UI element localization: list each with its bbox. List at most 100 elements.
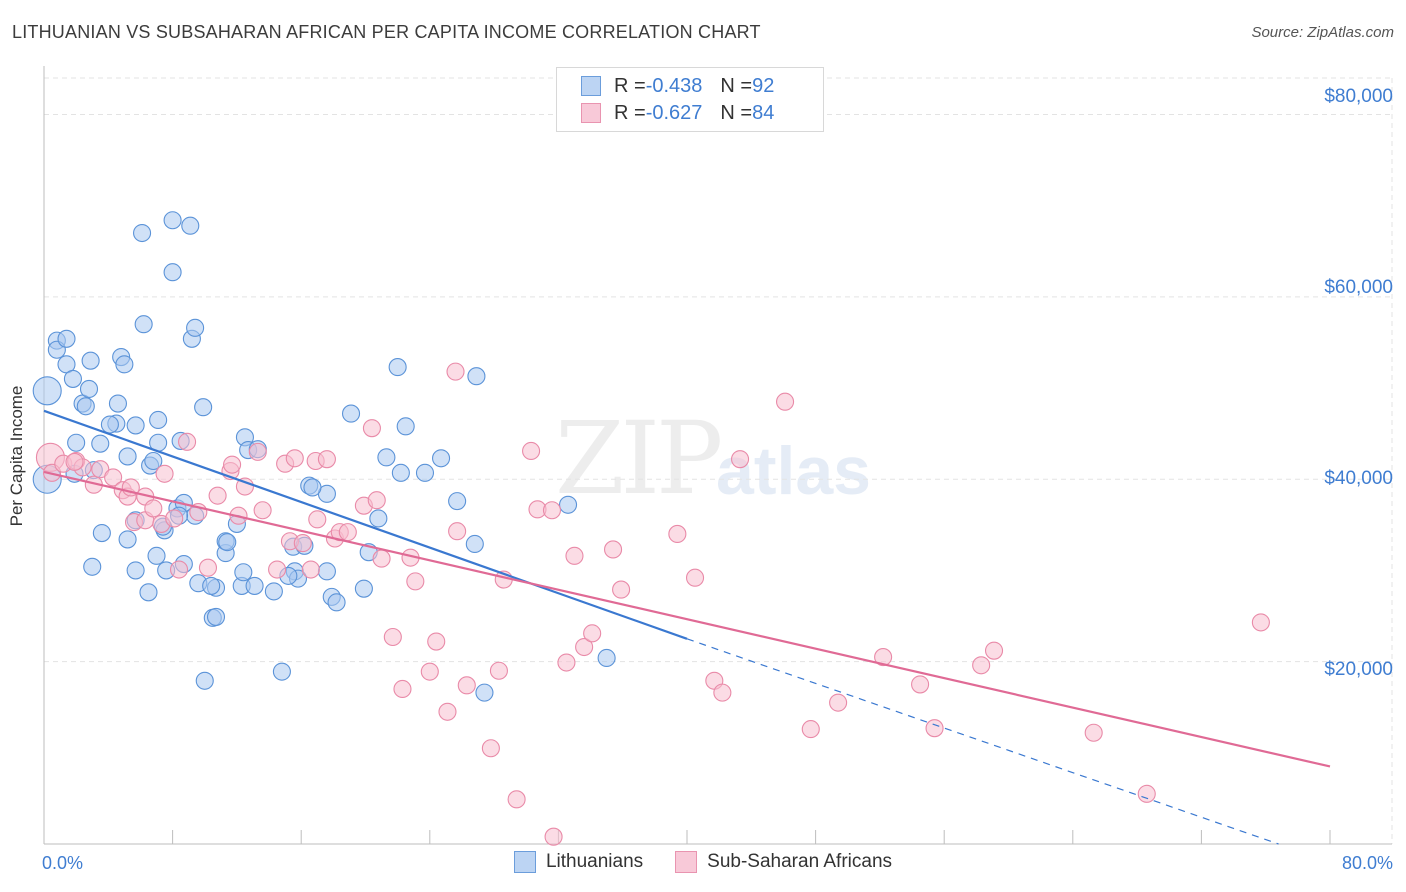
subsaharan-point-77 [874, 648, 893, 667]
r-value: -0.438 [645, 74, 703, 97]
subsaharan-point-74 [776, 392, 795, 411]
subsaharan-point-19 [178, 432, 197, 451]
subsaharan-point-76 [829, 693, 848, 712]
lithuanian-point-56 [264, 582, 283, 601]
subsaharan-point-21 [198, 558, 218, 577]
lithuanian-point-86 [218, 533, 237, 552]
stats-row-lithuanians: R = -0.438 N = 92 [581, 74, 774, 98]
lithuanian-point-40 [186, 318, 205, 337]
subsaharan-point-53 [448, 522, 467, 541]
lithuanian-point-71 [377, 448, 396, 467]
lithuanian-point-19 [126, 416, 145, 435]
lithuanian-point-28 [149, 410, 168, 430]
subsaharan-point-72 [713, 683, 732, 702]
subsaharan-point-42 [362, 419, 381, 438]
subsaharan-point-78 [911, 675, 930, 694]
blue-swatch [513, 851, 536, 873]
lithuanian-point-80 [475, 683, 494, 702]
subsaharan-point-29 [268, 560, 287, 579]
lithuanian-point-38 [181, 216, 200, 235]
lithuanian-trend-line [43, 409, 688, 640]
subsaharan-point-63 [557, 653, 576, 672]
stats-legend: R = -0.438 N = 92 R = -0.627 N = 84 [556, 67, 824, 132]
r-label: R = [614, 101, 646, 124]
lithuanian-point-76 [432, 449, 451, 468]
x-tick-label-min: 0.0% [42, 853, 84, 873]
lithuanian-point-14 [108, 394, 127, 413]
lithuanian-point-11 [91, 434, 110, 453]
lithuanian-point-94 [202, 576, 221, 595]
stats-row-subsaharan: R = -0.627 N = 84 [581, 101, 774, 125]
subsaharan-point-81 [984, 641, 1004, 660]
subsaharan-point-82 [1084, 723, 1103, 742]
lithuanian-point-18 [118, 447, 137, 466]
subsaharan-point-26 [235, 477, 254, 496]
lithuanian-trend-extension [686, 638, 1279, 845]
subsaharan-point-73 [730, 450, 750, 469]
lithuanian-point-79 [467, 367, 486, 386]
subsaharan-point-84 [1251, 613, 1270, 632]
r-value: -0.627 [645, 101, 703, 124]
subsaharan-point-28 [253, 501, 272, 520]
lithuanian-point-0 [32, 376, 62, 406]
lithuanian-point-75 [415, 463, 435, 482]
lithuanian-point-6 [63, 369, 82, 388]
lithuanian-point-24 [139, 583, 158, 602]
chart-title: LITHUANIAN VS SUBSAHARAN AFRICAN PER CAP… [12, 22, 761, 42]
subsaharan-point-32 [285, 449, 304, 468]
subsaharan-point-45 [383, 627, 402, 647]
n-label: N = [720, 101, 753, 124]
subsaharan-point-69 [668, 524, 687, 544]
lithuanian-point-16 [115, 355, 134, 374]
lithuanian-point-66 [327, 593, 346, 612]
lithuanian-point-82 [597, 648, 616, 668]
legend-label-lithuanians: Lithuanians [545, 851, 644, 872]
lithuanian-point-74 [396, 417, 415, 436]
lithuanian-point-57 [272, 662, 291, 681]
lithuanian-point-4 [57, 329, 76, 348]
subsaharan-point-46 [393, 679, 412, 699]
subsaharan-point-51 [438, 702, 457, 721]
subsaharan-point-14 [144, 499, 163, 518]
subsaharan-point-33 [293, 534, 312, 553]
lithuanian-point-63 [317, 562, 336, 581]
subsaharan-point-49 [420, 662, 439, 681]
lithuanian-point-26 [144, 451, 163, 471]
lithuanian-point-22 [134, 315, 153, 334]
lithuanian-point-92 [83, 557, 102, 576]
subsaharan-point-55 [481, 739, 500, 758]
lithuanian-point-67 [341, 404, 361, 423]
pink-swatch [675, 851, 698, 873]
lithuanian-point-8 [76, 397, 95, 416]
pink-swatch [581, 103, 601, 123]
lithuanian-point-27 [147, 546, 166, 565]
subsaharan-point-83 [1137, 784, 1156, 803]
y-tick-label-60000: $60,000 [1324, 277, 1393, 298]
subsaharan-point-58 [507, 790, 526, 809]
lithuanian-point-33 [163, 263, 182, 282]
lithuanian-point-68 [354, 579, 373, 598]
y-axis-title: Per Capita Income [7, 385, 26, 527]
subsaharan-point-34 [301, 560, 320, 579]
subsaharan-point-24 [223, 455, 242, 474]
y-tick-label-40000: $40,000 [1324, 468, 1393, 489]
lithuanian-point-46 [206, 607, 226, 626]
y-tick-label-20000: $20,000 [1324, 659, 1393, 680]
lithuanian-point-10 [79, 379, 99, 399]
subsaharan-point-68 [612, 580, 631, 599]
subsaharan-point-66 [583, 624, 602, 643]
subsaharan-trend-line [43, 470, 1331, 768]
subsaharan-point-67 [604, 540, 623, 559]
lithuanian-point-70 [369, 509, 388, 528]
subsaharan-point-52 [446, 362, 465, 381]
subsaharan-point-61 [542, 501, 562, 520]
r-label: R = [614, 74, 646, 97]
subsaharan-point-17 [165, 509, 184, 528]
subsaharan-point-18 [169, 560, 189, 579]
legend-item-lithuanians: Lithuanians [513, 851, 644, 873]
subsaharan-point-62 [544, 827, 563, 846]
subsaharan-point-22 [208, 486, 227, 505]
lithuanian-point-9 [81, 351, 100, 370]
subsaharan-point-64 [565, 546, 584, 565]
